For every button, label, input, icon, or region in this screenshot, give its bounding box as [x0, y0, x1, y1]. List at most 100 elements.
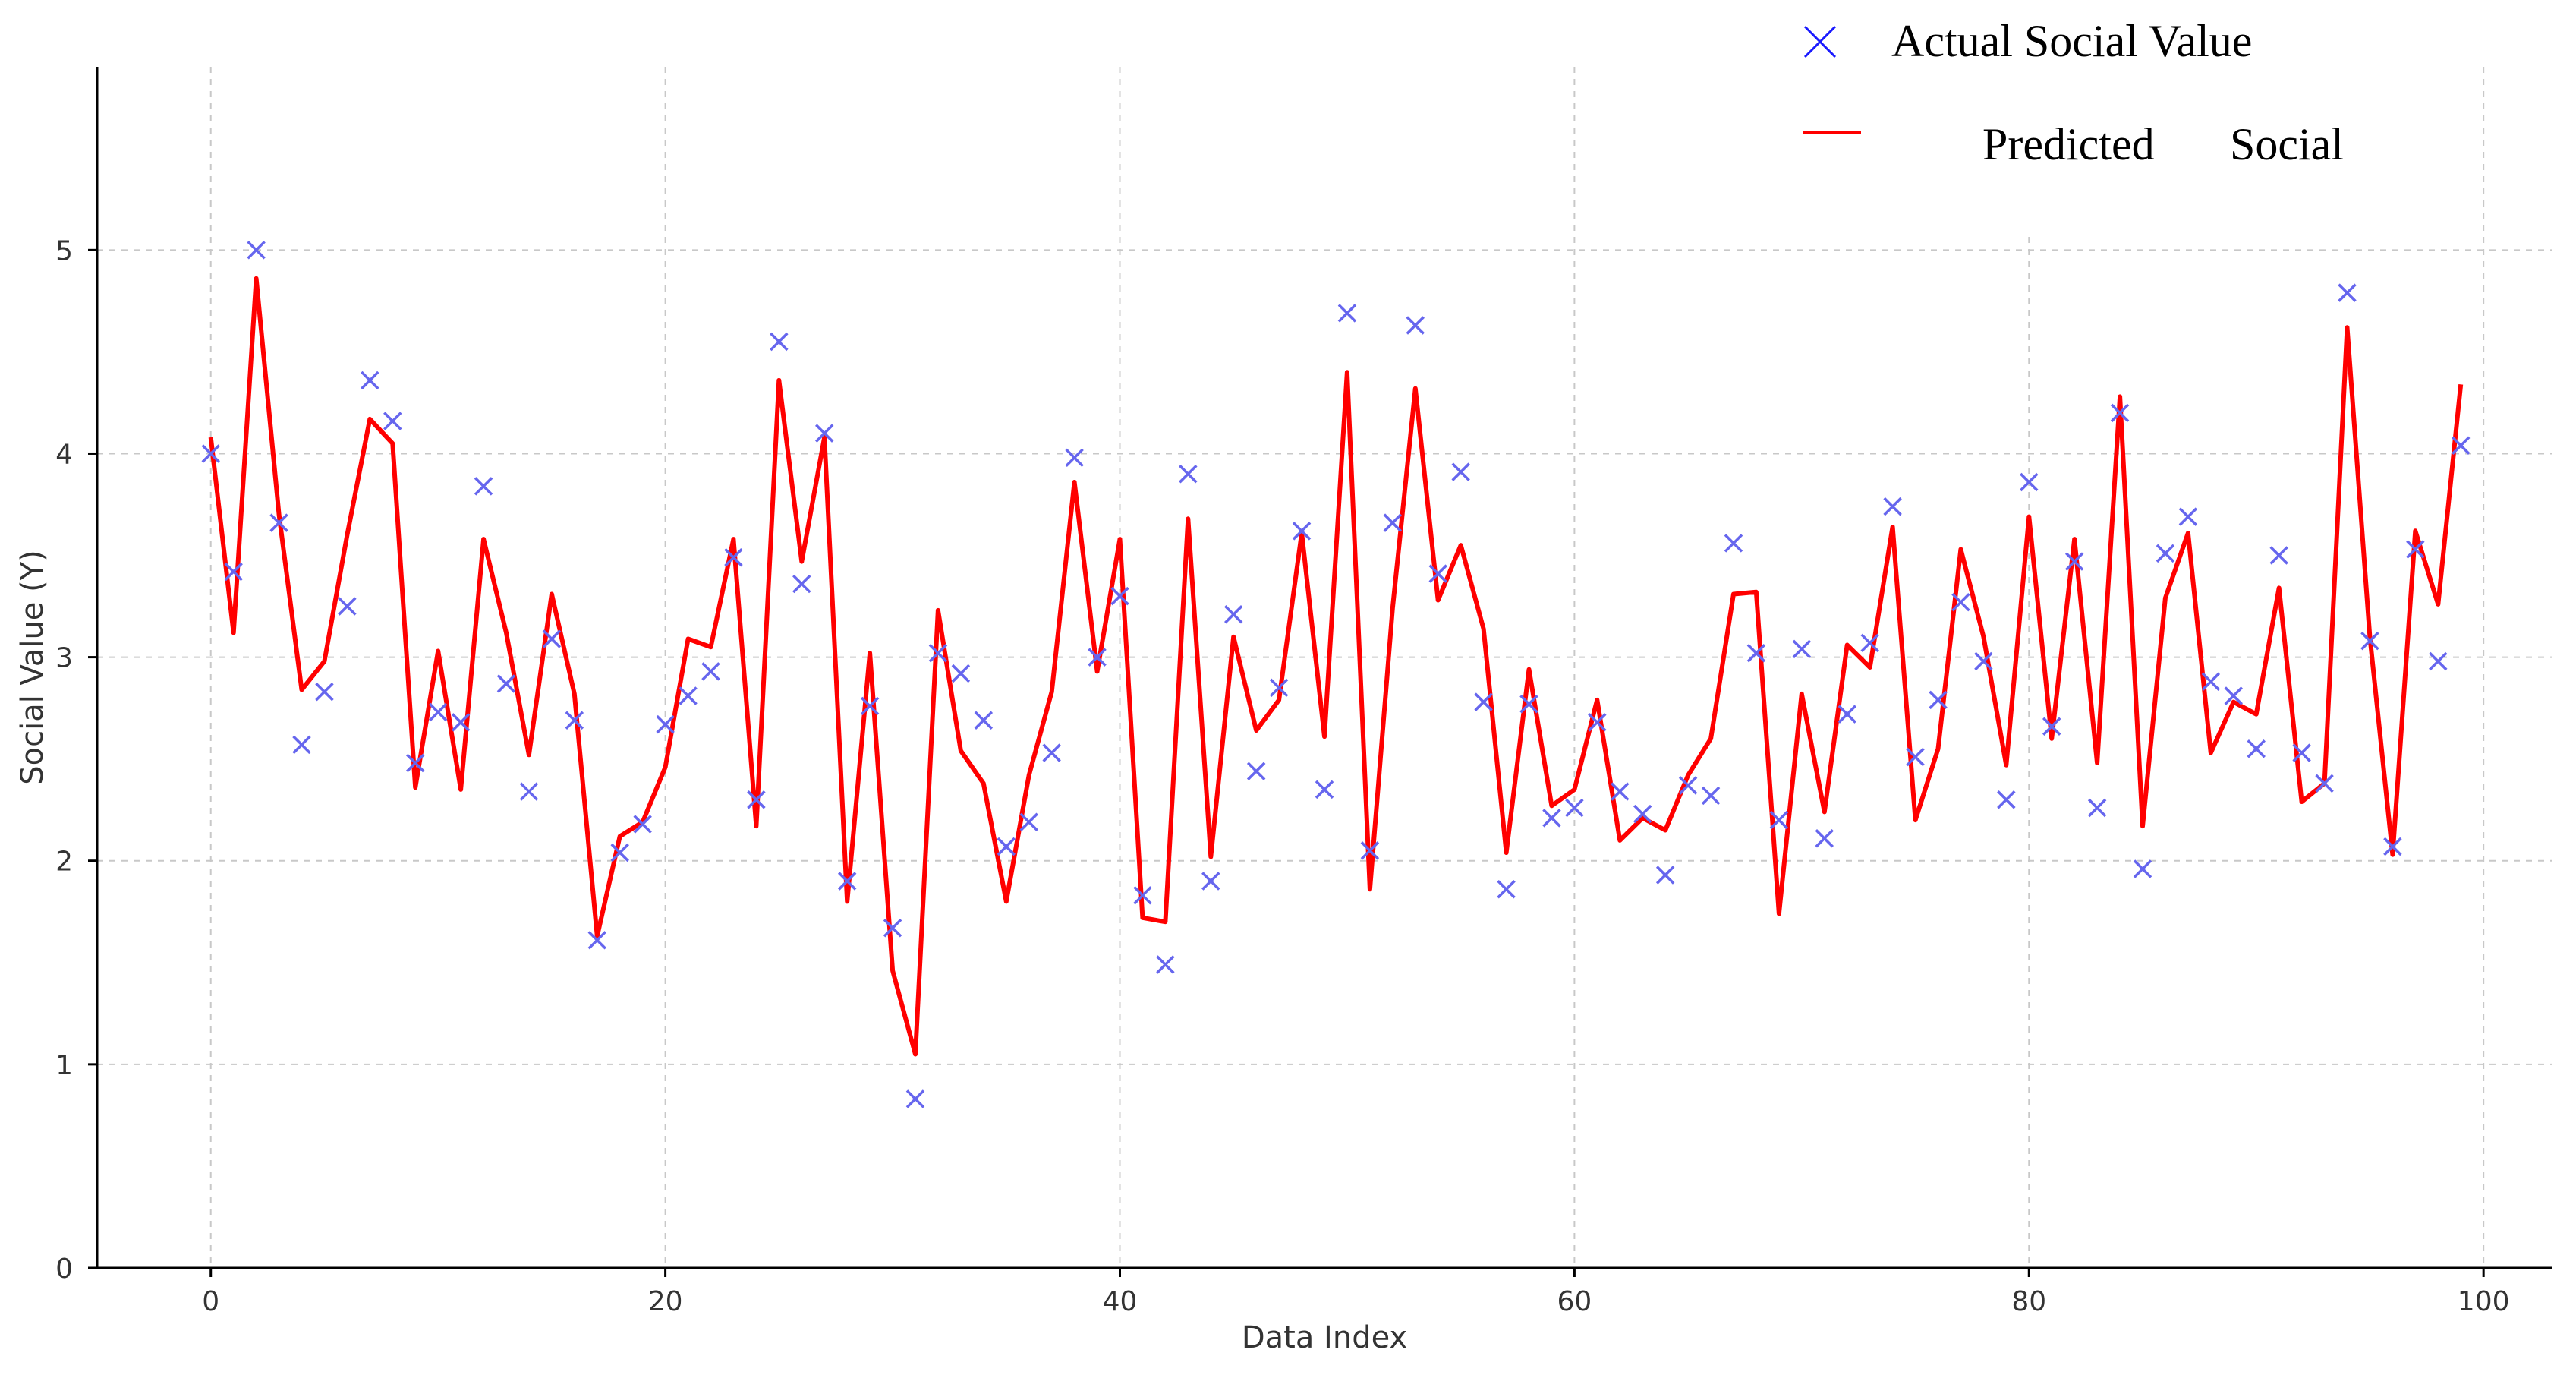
actual-point: [2110, 403, 2130, 423]
actual-point: [1701, 786, 1721, 806]
actual-point: [1019, 812, 1038, 832]
actual-point: [2338, 283, 2357, 302]
actual-point: [1088, 648, 1107, 667]
actual-point: [792, 574, 811, 594]
actual-point: [1951, 592, 1970, 612]
actual-point: [701, 662, 720, 681]
actual-point: [1746, 643, 1766, 663]
legend-background: [1791, 6, 2398, 234]
y-tick-label: 2: [55, 847, 73, 878]
actual-point: [224, 562, 243, 582]
actual-point: [2406, 540, 2425, 559]
actual-point: [2269, 546, 2288, 565]
x-tick-label: 60: [1557, 1286, 1592, 1317]
actual-point: [1360, 841, 1380, 860]
actual-point: [474, 477, 493, 496]
actual-point: [1542, 809, 1561, 828]
actual-point: [2020, 472, 2039, 492]
actual-point: [315, 682, 334, 702]
actual-point: [1383, 513, 1403, 532]
actual-point: [1838, 705, 1856, 724]
actual-point: [542, 629, 562, 648]
actual-point: [1929, 690, 1948, 710]
actual-point: [1655, 866, 1675, 885]
actual-point: [2292, 743, 2311, 762]
actual-point: [2087, 798, 2107, 818]
actual-point: [2224, 686, 2244, 705]
y-tick-label: 0: [55, 1253, 73, 1285]
actual-point: [1611, 782, 1630, 801]
actual-point: [2429, 651, 2448, 671]
actual-point: [451, 713, 471, 732]
axes: [96, 67, 2552, 1269]
actual-point: [1588, 713, 1607, 732]
actual-point: [1565, 798, 1584, 818]
x-tick-label: 40: [1103, 1286, 1138, 1317]
actual-point: [519, 782, 539, 801]
actual-point: [814, 424, 834, 443]
actual-point: [1997, 790, 2016, 809]
actual-point: [1042, 743, 1061, 762]
legend-label-predicted-word-1: Predicted: [1982, 119, 2155, 169]
actual-point: [1292, 522, 1312, 541]
actual-point: [633, 815, 652, 834]
actual-point: [610, 843, 629, 862]
actual-point: [997, 837, 1016, 856]
actual-point: [1201, 872, 1220, 891]
actual-point: [1860, 633, 1879, 653]
actual-point: [428, 702, 448, 722]
actual-point: [1633, 804, 1652, 824]
ticks: 0 20 40 60 80 100 0 1 2 3 4 5: [55, 235, 2509, 1317]
actual-point: [2315, 774, 2334, 793]
actual-point: [587, 931, 607, 950]
actual-point: [1906, 747, 1925, 767]
actual-point: [860, 696, 880, 716]
actual-point: [1406, 316, 1425, 335]
actual-point: [1223, 605, 1243, 624]
actual-point: [2360, 631, 2379, 651]
actual-point: [2451, 436, 2471, 455]
actual-point: [837, 872, 857, 891]
actual-point: [383, 412, 402, 430]
actual-point: [2178, 507, 2198, 526]
x-tick-label: 100: [2458, 1286, 2510, 1317]
actual-point: [1724, 534, 1743, 553]
legend-marker-x-icon: [1803, 25, 1837, 58]
actual-point: [656, 714, 675, 734]
actual-point: [2383, 837, 2402, 856]
actual-point: [1451, 462, 1470, 481]
actual-point: [1156, 955, 1175, 974]
y-tick-label: 1: [55, 1050, 73, 1081]
actual-point: [405, 753, 425, 773]
y-axis-title: Social Value (Y): [15, 550, 50, 785]
actual-point: [1179, 465, 1198, 484]
actual-point: [1110, 586, 1129, 606]
actual-point: [1337, 304, 1357, 323]
actual-point: [1974, 651, 1993, 671]
actual-point: [269, 513, 288, 532]
series-layer: [201, 241, 2471, 1108]
actual-point: [565, 711, 584, 730]
x-tick-label: 0: [202, 1286, 219, 1317]
actual-point: [747, 790, 766, 809]
predicted-series-line: [208, 276, 2464, 1057]
actual-point: [1315, 780, 1334, 799]
actual-point: [883, 918, 902, 938]
actual-point: [2201, 672, 2221, 692]
actual-point: [1815, 828, 1834, 848]
y-tick-label: 4: [55, 439, 73, 470]
actual-point: [1269, 678, 1289, 698]
y-tick-label: 5: [55, 235, 73, 266]
actual-point: [1519, 695, 1538, 714]
grid-layer: [97, 67, 2552, 1269]
legend-label-actual: Actual Social Value: [1891, 16, 2252, 66]
actual-point: [496, 674, 516, 693]
actual-point: [1792, 639, 1812, 659]
actual-point: [1065, 448, 1084, 468]
actual-point: [292, 735, 311, 755]
x-axis-title: Data Index: [1242, 1320, 1407, 1355]
actual-point: [1497, 880, 1516, 899]
actual-point: [1428, 564, 1447, 583]
legend-label-predicted-word-2: Social: [2230, 119, 2344, 169]
